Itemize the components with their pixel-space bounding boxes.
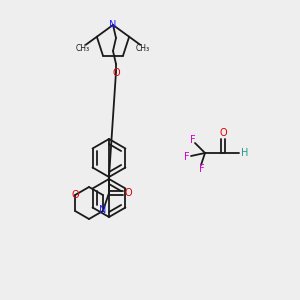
Text: F: F <box>190 135 196 145</box>
Text: CH₃: CH₃ <box>136 44 150 53</box>
Text: O: O <box>124 188 132 198</box>
Text: F: F <box>184 152 190 162</box>
Text: F: F <box>199 164 205 174</box>
Text: CH₃: CH₃ <box>76 44 90 53</box>
Text: O: O <box>219 128 227 138</box>
Text: N: N <box>109 20 117 30</box>
Text: N: N <box>99 205 106 215</box>
Text: H: H <box>241 148 249 158</box>
Text: O: O <box>112 68 120 78</box>
Text: O: O <box>71 190 79 200</box>
